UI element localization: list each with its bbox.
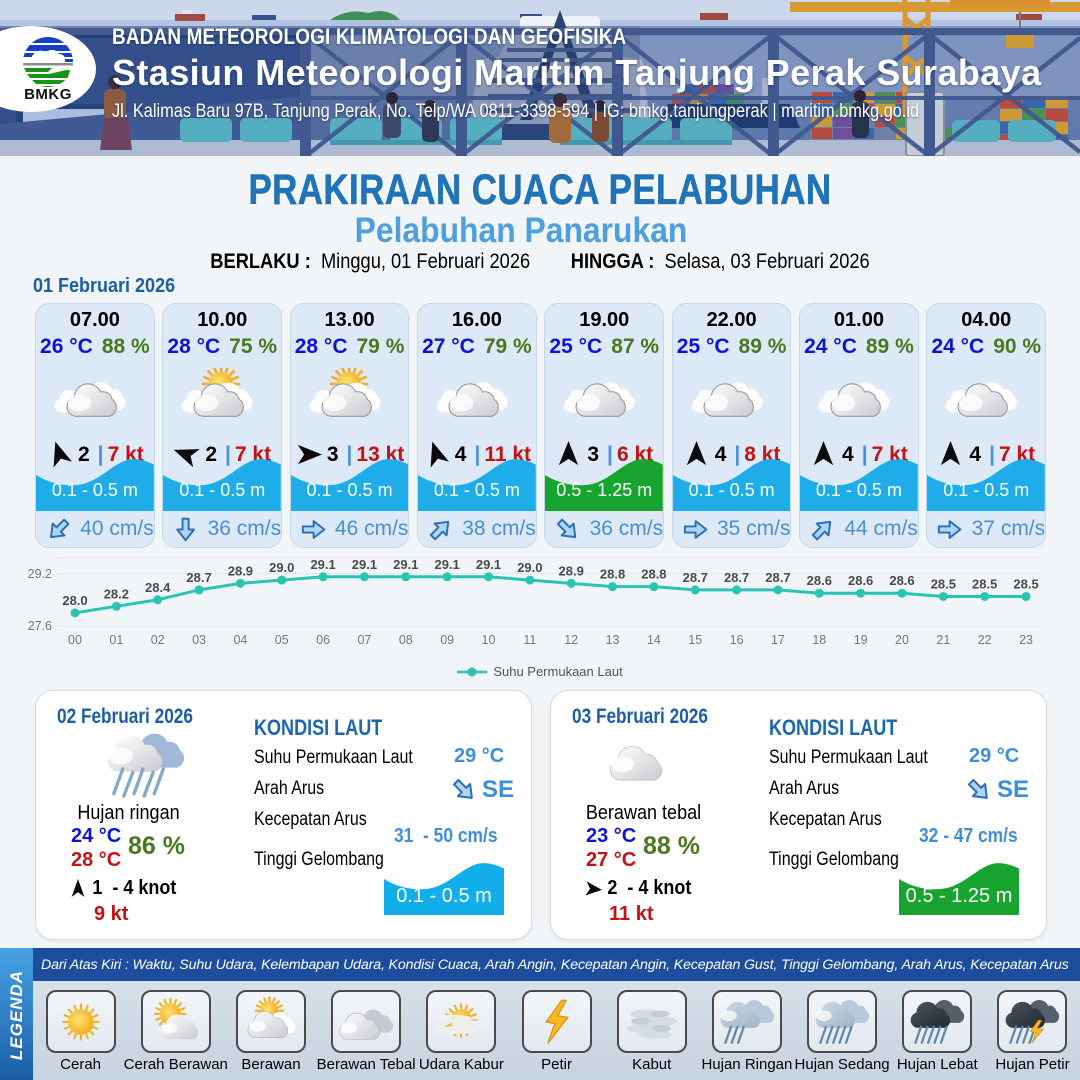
svg-text:17: 17: [771, 633, 785, 647]
svg-text:28.7: 28.7: [724, 570, 749, 585]
svg-text:28.5: 28.5: [972, 576, 997, 591]
svg-text:28.7: 28.7: [186, 570, 211, 585]
svg-text:03: 03: [192, 633, 206, 647]
svg-text:16: 16: [730, 633, 744, 647]
svg-text:28.6: 28.6: [889, 573, 914, 588]
svg-text:28.6: 28.6: [807, 573, 832, 588]
svg-text:18: 18: [812, 633, 826, 647]
svg-text:29.1: 29.1: [476, 557, 501, 572]
svg-text:23: 23: [1019, 633, 1033, 647]
svg-text:28.4: 28.4: [145, 580, 171, 595]
svg-text:29.1: 29.1: [393, 557, 418, 572]
svg-text:15: 15: [688, 633, 702, 647]
svg-text:08: 08: [399, 633, 413, 647]
svg-text:28.2: 28.2: [104, 586, 129, 601]
svg-text:20: 20: [895, 633, 909, 647]
svg-text:29.1: 29.1: [310, 557, 335, 572]
svg-text:28.9: 28.9: [559, 563, 584, 578]
svg-text:19: 19: [854, 633, 868, 647]
svg-text:29.1: 29.1: [434, 557, 459, 572]
svg-text:05: 05: [275, 633, 289, 647]
svg-text:21: 21: [936, 633, 950, 647]
svg-text:04: 04: [233, 633, 247, 647]
svg-text:14: 14: [647, 633, 661, 647]
svg-text:29.0: 29.0: [517, 560, 542, 575]
svg-text:22: 22: [978, 633, 992, 647]
svg-text:12: 12: [564, 633, 578, 647]
svg-text:28.9: 28.9: [228, 563, 253, 578]
svg-text:29.2: 29.2: [28, 567, 52, 581]
svg-text:28.5: 28.5: [1013, 576, 1038, 591]
svg-text:28.7: 28.7: [765, 570, 790, 585]
svg-text:29.0: 29.0: [269, 560, 294, 575]
svg-text:13: 13: [606, 633, 620, 647]
svg-text:28.8: 28.8: [641, 567, 666, 582]
svg-text:07: 07: [357, 633, 371, 647]
svg-text:06: 06: [316, 633, 330, 647]
svg-text:11: 11: [523, 633, 536, 647]
svg-text:27.6: 27.6: [28, 619, 52, 633]
svg-text:09: 09: [440, 633, 454, 647]
svg-text:29.1: 29.1: [352, 557, 377, 572]
svg-text:01: 01: [109, 633, 123, 647]
svg-text:00: 00: [68, 633, 82, 647]
svg-text:10: 10: [482, 633, 496, 647]
svg-text:02: 02: [151, 633, 165, 647]
svg-text:28.0: 28.0: [62, 593, 87, 608]
svg-text:28.7: 28.7: [683, 570, 708, 585]
svg-text:28.8: 28.8: [600, 567, 625, 582]
svg-text:28.5: 28.5: [931, 576, 956, 591]
svg-text:28.6: 28.6: [848, 573, 873, 588]
